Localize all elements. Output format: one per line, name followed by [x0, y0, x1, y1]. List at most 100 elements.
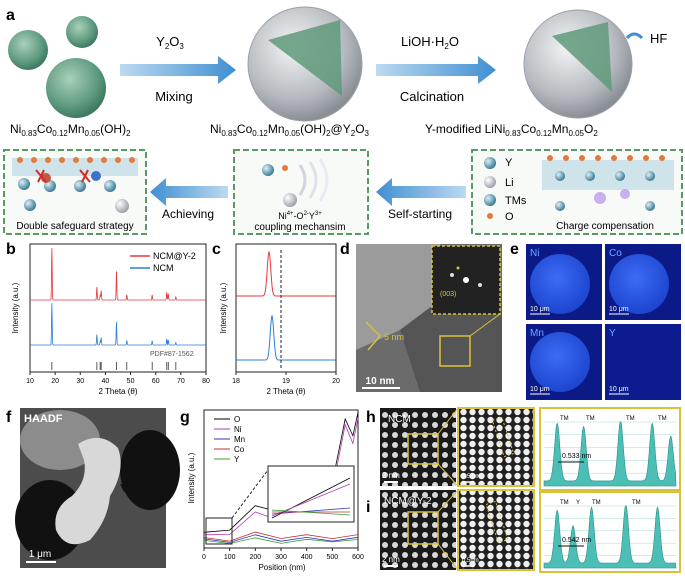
haadf-title: HAADF [24, 413, 63, 425]
panel-c-xticks: 18 19 20 [232, 372, 340, 385]
double-safeguard-illustration [12, 157, 138, 213]
charge-compensation-caption: Charge compensation [556, 221, 654, 232]
haadf-scale: 1 μm [29, 549, 51, 560]
coated-formula: Ni0.83Co0.12Mn0.05(OH)2@Y2O3 [210, 122, 370, 138]
xrd-series-line [30, 302, 206, 346]
self-starting-arrow [376, 178, 466, 206]
reference-label: PDF#87-1562 [150, 351, 194, 358]
tem-dark-region [400, 290, 502, 392]
x-tick-label: 80 [202, 378, 210, 385]
coupling-caption-2: coupling mechansim [254, 222, 345, 233]
panel-c: c 18 19 20 2 Theta (θ) Intensity (a.u.) [212, 241, 340, 396]
tem-zoom-connector [469, 313, 501, 337]
ncm-peak-label: TM [586, 416, 595, 422]
haadf-arrowhead [120, 484, 128, 492]
double-safeguard-caption: Double safeguard strategy [16, 221, 133, 232]
panel-h: h NCM 2 nm 0.5 nm 0.533 nm TM TM TM TM [366, 407, 681, 491]
precursor-formula: Ni0.83Co0.12Mn0.05(OH)2 [10, 122, 131, 138]
eds-ni-label: Ni [530, 248, 539, 259]
panel-a: a Ni0.83Co0.12Mn0.05(OH)2 Y2O3 Mixing Ni… [3, 6, 683, 235]
coupling-caption-1: Ni4+-O2-Y3+ [278, 211, 322, 221]
fft-spot [478, 283, 482, 287]
hf-label: HF [650, 31, 667, 46]
x-tick-label: 600 [352, 554, 364, 561]
inset-line-y [271, 509, 351, 516]
ncm-zoom-connector [437, 407, 459, 435]
panel-i: i NCM@Y-2 2 nm 0.5nm 0.542 nm TM Y TM TM [366, 489, 681, 573]
panel-b: b NCM@Y-2 NCM PDF#87-1562 10 20 30 40 50 60 70… [6, 241, 210, 396]
eds-y-label: Y [609, 328, 616, 339]
achieving-label: Achieving [162, 207, 214, 221]
arrow1-top-label: Y2O3 [156, 34, 184, 51]
lattice-marker [365, 321, 382, 351]
x-tick-label: 20 [332, 378, 340, 385]
calcination-arrow [376, 56, 496, 84]
ncm-y2-zoom-scale: 0.5nm [462, 558, 479, 564]
x-tick-label: 18 [232, 378, 240, 385]
x-tick-label: 60 [152, 378, 160, 385]
ncm-peak-label: TM [658, 416, 667, 422]
ncm-zoom-connector [437, 463, 459, 487]
legend-label: Y [234, 455, 240, 464]
haadf-stem-ncm-zoom [457, 407, 535, 487]
x-tick-label: 70 [177, 378, 185, 385]
x-tick-label: 300 [275, 554, 287, 561]
arrow2-top-label: LiOH·H2O [401, 34, 459, 51]
x-tick-label: 20 [51, 378, 59, 385]
haadf-stem-ncm [380, 408, 456, 486]
xrd-patterns [30, 247, 206, 346]
panel-g-xticks: 0 100 200 300 400 500 600 [202, 548, 364, 561]
panel-b-xlabel: 2 Theta (θ) [99, 387, 138, 396]
ncm-y2-peak-label: Y [576, 500, 580, 506]
linescan-inset-series [271, 477, 351, 519]
legend-o: O [505, 211, 514, 223]
panel-c-label: c [212, 241, 221, 258]
legend-ncm-y2: NCM@Y-2 [153, 251, 196, 261]
panel-c-xlabel: 2 Theta (θ) [267, 387, 306, 396]
xrd-reference-ticks [51, 362, 177, 370]
eds-ni-scale: 10 μm [530, 306, 550, 313]
inset-line-o [271, 477, 351, 519]
x-tick-label: 50 [127, 378, 135, 385]
panel-d: d (003) 5 nm 10 nm [340, 241, 502, 392]
fft-spot [450, 273, 454, 277]
x-tick-label: 400 [301, 554, 313, 561]
linescan-zoom-box [205, 517, 233, 545]
ncm-y2-zoom-box [407, 511, 439, 545]
panel-b-ylabel: Intensity (a.u.) [11, 282, 20, 333]
product-sphere [523, 9, 633, 119]
haadf-dark-hole [120, 430, 180, 510]
arrow1-bottom-label: Mixing [155, 89, 193, 104]
hf-arrow [625, 32, 644, 40]
x-tick-label: 500 [326, 554, 338, 561]
x-tick-label: 19 [282, 378, 290, 385]
panel-g-xlabel: Position (nm) [258, 563, 305, 572]
panel-c-frame [235, 243, 337, 373]
eds-map-y [605, 324, 681, 400]
ncm-y2-peak-label: TM [632, 500, 641, 506]
ncm-zoom-box [407, 433, 439, 465]
x-tick-label: 100 [224, 554, 236, 561]
inset-line-mn [271, 507, 351, 515]
coated-sphere-cutaway [268, 20, 342, 96]
ncm-y2-peak-label: TM [592, 500, 601, 506]
self-starting-label: Self-starting [388, 207, 452, 221]
x-tick-label: 0 [202, 554, 206, 561]
ncm-y2-profile-peaks [543, 505, 677, 569]
arrow2-bottom-label: Calcination [400, 89, 464, 104]
legend-label: Mn [234, 435, 245, 444]
fft-center-spot [463, 277, 469, 283]
charge-compensation-illustration [484, 155, 674, 219]
haadf-background-blob [20, 410, 100, 470]
precursor-sphere-large [46, 58, 106, 118]
ncm-y2-scale: 2 nm [382, 555, 400, 564]
legend-label: O [234, 415, 240, 424]
panel-f-label: f [6, 409, 12, 426]
ncm-y2-peak-label: TM [560, 500, 569, 506]
panel-h-label: h [366, 409, 376, 426]
panel-a-label: a [6, 7, 15, 24]
zoom-series-line [236, 314, 336, 361]
panel-b-xticks: 10 20 30 40 50 60 70 80 [26, 372, 210, 385]
